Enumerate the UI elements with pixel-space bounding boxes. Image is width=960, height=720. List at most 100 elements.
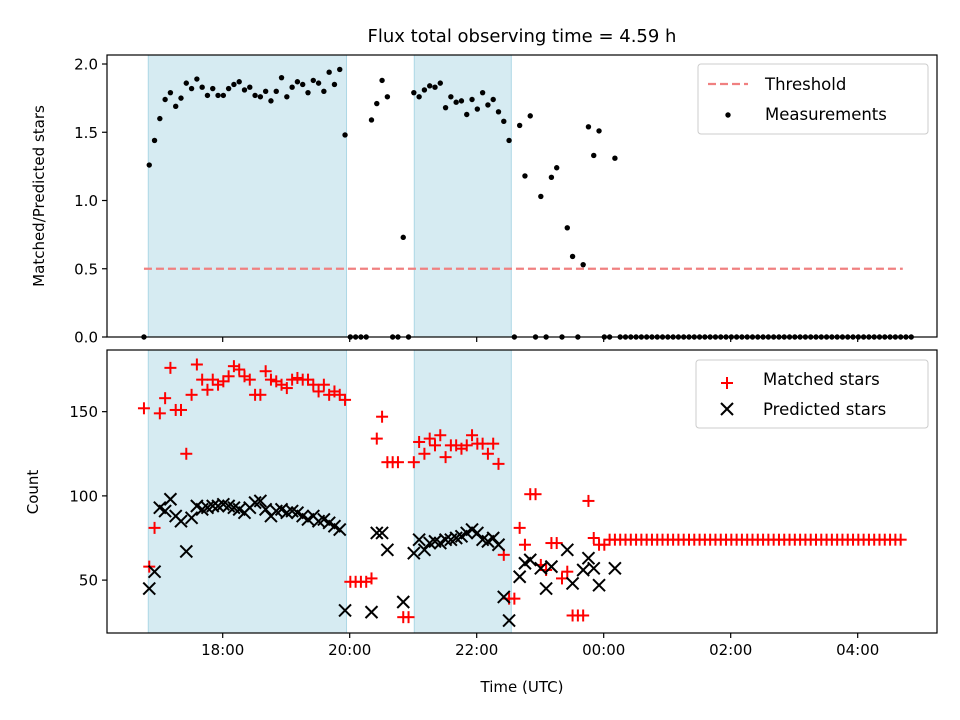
predicted-star-point (370, 526, 384, 540)
measurement-point (157, 115, 163, 122)
predicted-legend-swatch (720, 402, 734, 416)
predicted-star-point (576, 563, 590, 577)
matched-star-point (434, 429, 447, 442)
x-tick-label: 20:00 (328, 641, 371, 659)
measurement-point (310, 77, 316, 84)
legend-predicted-label: Predicted stars (763, 400, 886, 419)
measurement-point (331, 81, 338, 88)
predicted-star-point (539, 581, 553, 596)
matched-star-point (206, 373, 219, 386)
matched-star-point (339, 393, 352, 406)
x-stroke-2 (274, 502, 289, 517)
measurement-point (485, 102, 491, 108)
x-tick-label: 18:00 (201, 641, 244, 659)
x-stroke-2 (523, 553, 537, 567)
shaded-interval-1 (413, 54, 512, 338)
x-stroke-2 (153, 500, 167, 515)
x-tick-label: 04:00 (836, 641, 879, 659)
x-stroke-2 (592, 578, 606, 592)
top-y-ticks: 0.0 0.5 1.0 1.5 2.0 (74, 56, 107, 347)
matched-star-point (259, 365, 272, 378)
bottom-axes-frame (106, 349, 938, 634)
shaded-interval-1 (413, 349, 512, 634)
predicted-star-point (380, 543, 395, 557)
x-stroke-2 (179, 544, 193, 559)
measurement-point (554, 165, 560, 171)
shaded-interval-0 (147, 349, 348, 634)
matched-star-point (222, 370, 235, 383)
x-stroke-2 (438, 532, 453, 547)
x-stroke-2 (534, 561, 548, 576)
bottom-y-ticks: 50 100 150 (69, 403, 107, 590)
matched-star-point (174, 403, 187, 416)
x-stroke-2 (174, 514, 188, 528)
measurement-point (384, 94, 391, 100)
matched-star-point (476, 437, 489, 450)
matched-star-point (217, 375, 230, 388)
measurement-point (464, 111, 470, 118)
matched-star-point (577, 609, 590, 622)
matched-star-point (428, 439, 441, 452)
measurement-point (284, 94, 290, 100)
matched-star-point (460, 439, 473, 452)
measurement-point (321, 88, 327, 95)
x-stroke-2 (417, 543, 432, 557)
predicted-star-point (470, 526, 485, 540)
measurement-point (178, 95, 184, 101)
measurement-point (337, 66, 343, 73)
predicted-star-point (497, 590, 511, 604)
matched-star-point (481, 447, 494, 460)
x-stroke-2 (608, 561, 622, 576)
x-stroke-2 (364, 605, 379, 619)
y-tick-label: 150 (69, 403, 98, 421)
measurement-point (479, 89, 486, 96)
matched-star-point (264, 373, 277, 386)
top-legend: Threshold Measurements (697, 63, 929, 135)
matched-star-point (518, 538, 531, 551)
matched-star-point (439, 451, 452, 464)
x-stroke-2 (216, 497, 231, 512)
x-tick-label: 22:00 (455, 641, 498, 659)
predicted-stars-points (142, 492, 622, 628)
matched-star-point (391, 456, 404, 469)
x-stroke-2 (147, 564, 162, 579)
matched-star-point (333, 388, 346, 401)
x-tick-label: 00:00 (582, 641, 625, 659)
x-stroke-2 (317, 512, 331, 527)
bottom-legend-frame (695, 359, 929, 429)
top-y-axis-label: Matched/Predicted stars (30, 105, 48, 287)
top-legend-frame (697, 63, 929, 135)
x-stroke-2 (544, 559, 559, 574)
predicted-star-point (179, 544, 193, 559)
measurement-point (162, 96, 168, 103)
matched-star-point (550, 537, 563, 550)
matched-star-point (582, 494, 595, 507)
measurement-point (596, 128, 602, 134)
legend-matched-label: Matched stars (763, 370, 880, 389)
predicted-star-point (560, 543, 574, 557)
y-tick-label: 1.0 (74, 192, 98, 210)
predicted-star-point (438, 532, 453, 547)
x-stroke-2 (290, 506, 305, 520)
matched-star-point (423, 432, 436, 445)
predicted-star-point (174, 514, 188, 528)
x-stroke-2 (565, 576, 580, 591)
measurement-point (262, 88, 269, 95)
matched-star-point (153, 407, 166, 420)
measurements-legend-swatch (725, 112, 731, 118)
x-stroke-2 (221, 499, 236, 513)
ratio-panel: 0.00.51.01.52.0 Matched/Predicted stars … (30, 54, 938, 347)
x-stroke-2 (512, 570, 527, 584)
matched-star-point (159, 392, 172, 405)
measurement-point (421, 87, 428, 93)
matched-star-point (376, 410, 389, 423)
matched-star-point (317, 378, 330, 391)
measurement-point (427, 83, 433, 89)
y-tick-label: 1.5 (74, 124, 98, 142)
measurement-point (194, 76, 200, 82)
top-shaded-intervals (147, 54, 512, 338)
measurement-point (469, 96, 475, 103)
predicted-star-point (333, 522, 347, 537)
measurement-point (437, 80, 443, 86)
x-stroke-2 (587, 561, 601, 576)
